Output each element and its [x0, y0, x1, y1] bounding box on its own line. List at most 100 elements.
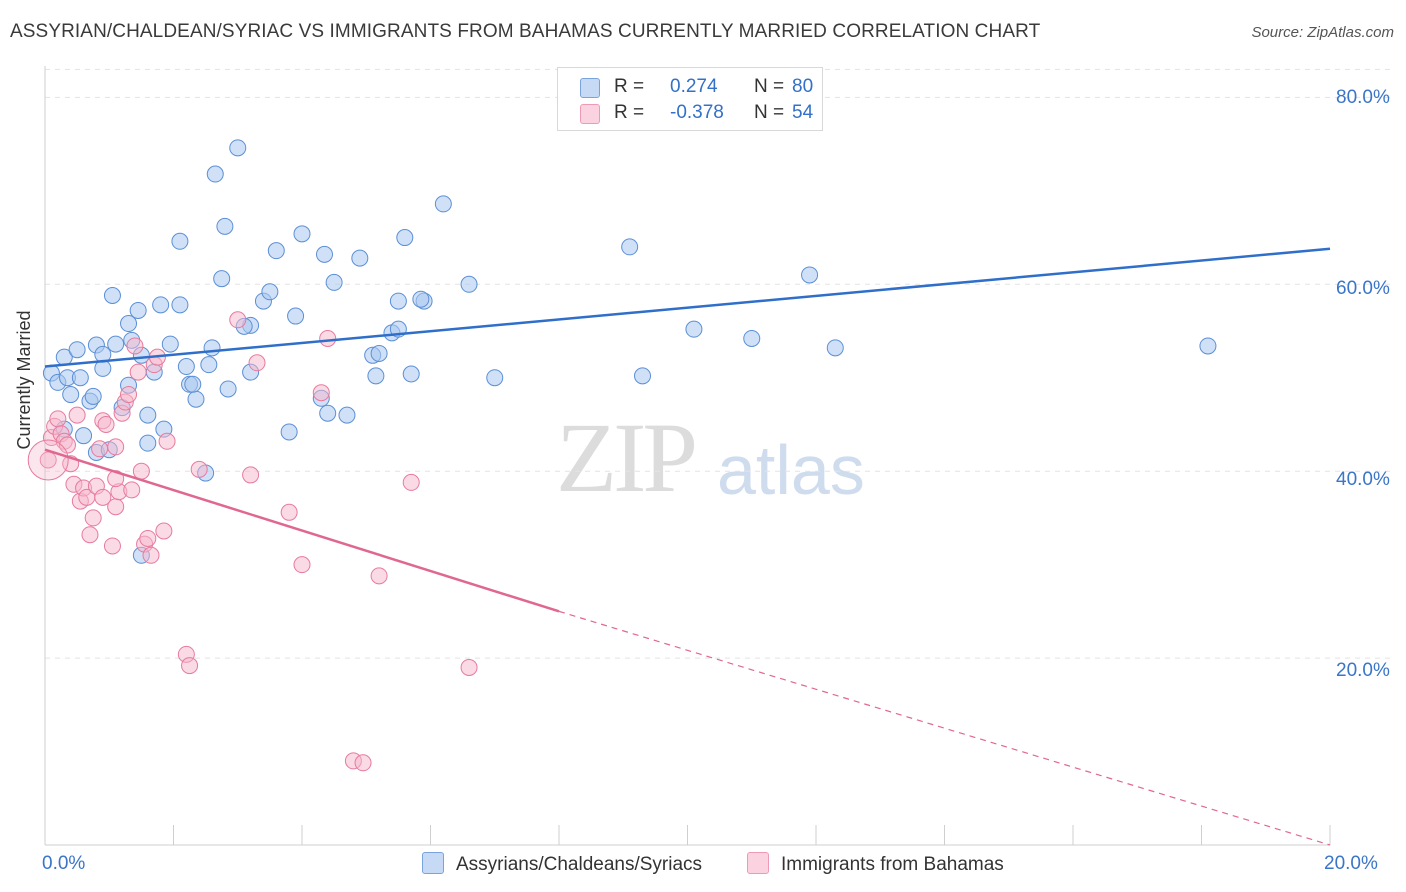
point-bahamas [97, 415, 115, 433]
point-assyrians [129, 301, 147, 319]
point-bahamas [460, 658, 478, 676]
y-tick-20: 20.0% [1336, 660, 1390, 681]
legend-swatch-pink [747, 852, 769, 874]
point-assyrians [267, 242, 285, 260]
point-assyrians [826, 339, 844, 357]
point-assyrians [177, 358, 195, 376]
n-label: N = [754, 102, 785, 123]
n-label: N = [754, 76, 785, 97]
point-bahamas [229, 311, 247, 329]
stats-legend: R = 0.274 N = 80 R = -0.378 N = 54 [557, 67, 823, 131]
point-bahamas [280, 503, 298, 521]
x-tick-min: 0.0% [42, 853, 86, 874]
point-assyrians [152, 296, 170, 314]
point-assyrians [351, 249, 369, 267]
point-assyrians [370, 344, 388, 362]
legend-item-bahamas: Immigrants from Bahamas [747, 852, 1004, 876]
point-assyrians [71, 369, 89, 387]
point-assyrians [389, 292, 407, 310]
r-value: -0.378 [670, 102, 724, 123]
r-value: 0.274 [670, 76, 718, 97]
point-bahamas [155, 522, 173, 540]
point-bahamas [120, 386, 138, 404]
point-assyrians [325, 273, 343, 291]
point-assyrians [396, 229, 414, 247]
point-assyrians [213, 270, 231, 288]
point-assyrians [486, 369, 504, 387]
point-assyrians [184, 375, 202, 393]
source-label: Source: ZipAtlas.com [1251, 24, 1394, 41]
point-bahamas [139, 529, 157, 547]
point-bahamas [354, 754, 372, 772]
point-bahamas [49, 410, 67, 428]
point-assyrians [287, 307, 305, 325]
point-assyrians [120, 315, 138, 333]
point-bahamas [68, 406, 86, 424]
point-assyrians [402, 365, 420, 383]
point-bahamas [370, 567, 388, 585]
point-bahamas [123, 481, 141, 499]
point-bahamas [107, 438, 125, 456]
point-bahamas [293, 556, 311, 574]
legend-label: Assyrians/Chaldeans/Syriacs [456, 854, 703, 875]
point-assyrians [685, 320, 703, 338]
point-assyrians [75, 427, 93, 445]
r-label: R = [614, 76, 645, 97]
point-assyrians [315, 245, 333, 263]
point-bahamas [190, 460, 208, 478]
point-assyrians [801, 266, 819, 284]
point-bahamas [319, 329, 337, 347]
point-assyrians [103, 287, 121, 304]
watermark-zip: ZIP [556, 402, 698, 513]
watermark-atlas: atlas [717, 431, 865, 509]
point-assyrians [338, 406, 356, 424]
trend-line-assyrians [44, 247, 1331, 368]
point-assyrians [206, 165, 224, 183]
point-assyrians [293, 225, 311, 243]
point-bahamas [312, 384, 330, 402]
point-bahamas [126, 337, 144, 355]
series2-swatch [580, 104, 600, 124]
point-assyrians [139, 406, 157, 424]
trend-line-bahamas [44, 448, 560, 613]
point-assyrians [634, 367, 652, 385]
legend-swatch-blue [422, 852, 444, 874]
point-bahamas [142, 546, 160, 564]
point-bahamas [181, 657, 199, 675]
point-assyrians [219, 380, 237, 398]
point-bahamas [91, 440, 109, 458]
y-tick-40: 40.0% [1336, 469, 1390, 490]
legend-item-assyrians: Assyrians/Chaldeans/Syriacs [422, 852, 702, 876]
point-bahamas [242, 466, 260, 484]
point-assyrians [261, 283, 279, 301]
point-assyrians [139, 434, 157, 452]
point-assyrians [621, 238, 639, 256]
point-assyrians [280, 423, 298, 441]
point-assyrians [200, 356, 218, 374]
point-bahamas [103, 537, 121, 555]
point-assyrians [412, 290, 430, 308]
point-assyrians [216, 217, 234, 235]
r-label: R = [614, 102, 645, 123]
point-assyrians [171, 296, 189, 314]
point-bahamas [402, 473, 420, 491]
point-assyrians [743, 329, 761, 347]
point-assyrians [187, 390, 205, 408]
point-assyrians [1199, 337, 1217, 355]
point-assyrians [319, 404, 337, 422]
chart-title: ASSYRIAN/CHALDEAN/SYRIAC VS IMMIGRANTS F… [10, 21, 1041, 42]
point-bahamas [158, 432, 176, 450]
point-bahamas [132, 462, 150, 480]
legend-label: Immigrants from Bahamas [781, 854, 1004, 875]
point-bahamas [81, 526, 99, 544]
point-assyrians [203, 339, 221, 357]
point-bahamas [107, 498, 125, 516]
n-value: 54 [792, 102, 814, 123]
point-assyrians [68, 341, 86, 359]
point-assyrians [460, 275, 478, 293]
point-bahamas [84, 509, 102, 527]
series1-swatch [580, 78, 600, 98]
y-tick-80: 80.0% [1336, 87, 1390, 108]
trend-line-bahamas-extension [558, 610, 1331, 846]
point-assyrians [107, 335, 125, 353]
